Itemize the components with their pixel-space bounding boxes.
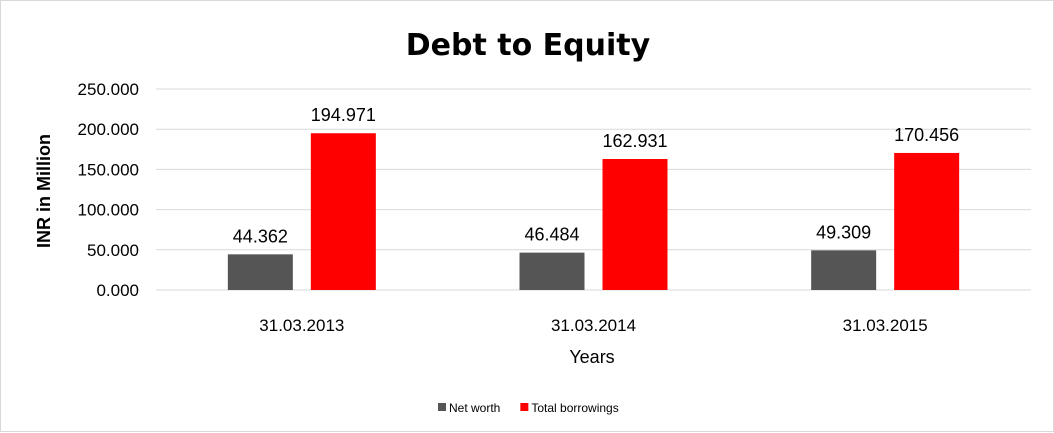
- x-axis-label: Years: [569, 347, 614, 367]
- y-tick-label: 200.000: [78, 120, 139, 139]
- x-tick-label: 31.03.2013: [259, 316, 344, 335]
- x-tick-label: 31.03.2014: [551, 316, 636, 335]
- y-tick-label: 0.000: [96, 281, 139, 300]
- y-tick-label: 250.000: [78, 80, 139, 99]
- data-label: 46.484: [524, 225, 579, 245]
- x-axis-ticks: 31.03.2013 31.03.2014 31.03.2015: [259, 316, 927, 335]
- bar-net-worth: [519, 252, 585, 290]
- legend-label: Total borrowings: [531, 401, 618, 415]
- gridlines: [156, 88, 1031, 291]
- bar-total-borrowings: [602, 159, 668, 290]
- y-tick-label: 150.000: [78, 160, 139, 179]
- data-label: 49.309: [816, 222, 871, 242]
- data-label: 170.456: [894, 125, 959, 145]
- chart-title: Debt to Equity: [406, 28, 651, 63]
- legend: Net worth Total borrowings: [438, 401, 619, 415]
- y-axis-label: INR in Million: [34, 134, 54, 248]
- bar-total-borrowings: [894, 152, 960, 290]
- bar-net-worth: [227, 254, 293, 290]
- data-label: 44.362: [233, 226, 288, 246]
- legend-swatch: [520, 403, 529, 411]
- y-tick-label: 50.000: [87, 241, 139, 260]
- data-label: 194.971: [311, 105, 376, 125]
- legend-swatch: [438, 403, 446, 411]
- data-label: 162.931: [602, 131, 667, 151]
- y-axis-ticks: 0.000 50.000 100.000 150.000 200.000 250.000: [78, 80, 139, 300]
- legend-label: Net worth: [449, 401, 500, 415]
- y-tick-label: 100.000: [78, 201, 139, 220]
- bar-total-borrowings: [310, 133, 376, 290]
- x-tick-label: 31.03.2015: [843, 316, 928, 335]
- bars: 44.362 194.971 46.484 162.931 49.309 170.456: [227, 105, 960, 290]
- bar-net-worth: [811, 250, 877, 290]
